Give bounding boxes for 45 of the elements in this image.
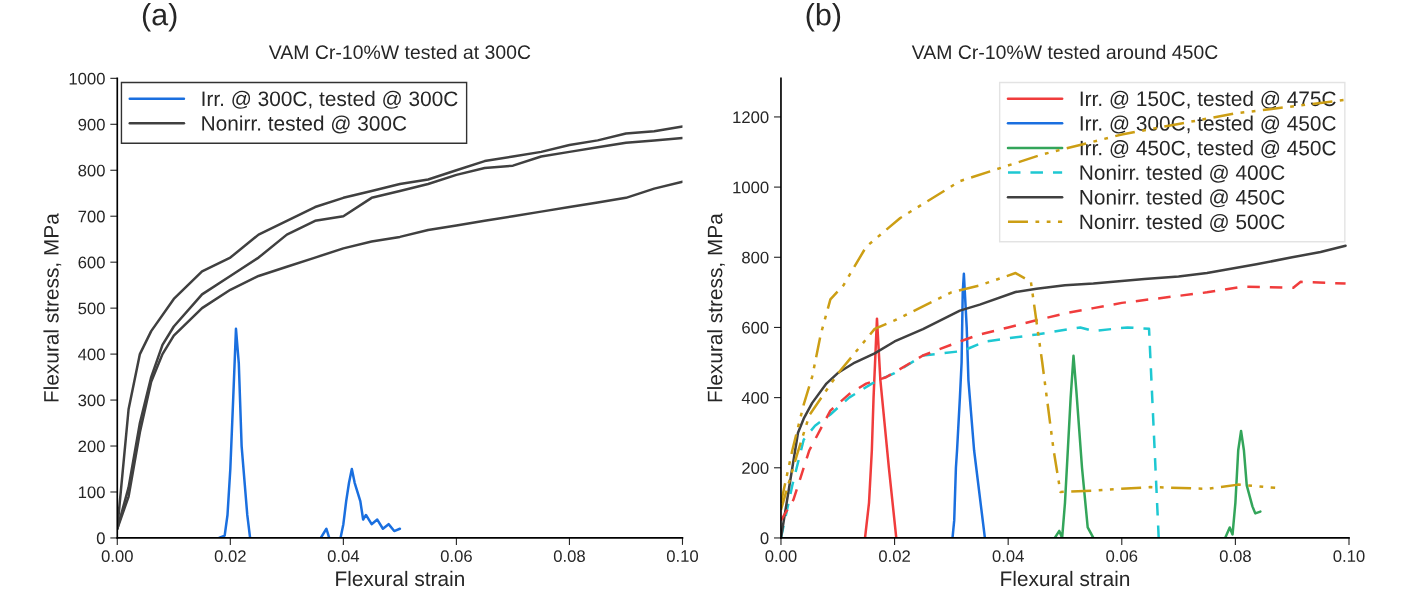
x-tick-label: 0.00 <box>765 550 797 562</box>
y-axis-title: Flexural stress, MPa <box>707 213 725 402</box>
chart-title: VAM Cr-10%W tested at 300C <box>268 44 531 60</box>
y-tick-label: 0 <box>760 532 769 545</box>
chart-title: VAM Cr-10%W tested around 450C <box>911 44 1218 60</box>
legend-label: Nonirr. tested @ 300C <box>202 115 407 134</box>
y-tick-label: 600 <box>742 321 769 334</box>
y-tick-label: 900 <box>78 118 105 131</box>
x-tick-label: 0.02 <box>879 550 910 562</box>
x-axis-title: Flexural strain <box>1001 570 1130 587</box>
x-tick-label: 0.10 <box>1333 550 1365 562</box>
y-tick-label: 200 <box>742 462 769 474</box>
y-tick-label: 600 <box>78 256 105 269</box>
x-tick-label: 0.02 <box>214 550 246 562</box>
y-tick-label: 0 <box>96 532 105 545</box>
legend-label: Nonirr. tested @ 450C <box>1080 189 1285 208</box>
y-tick-label: 800 <box>78 164 105 177</box>
y-tick-label: 100 <box>78 486 105 499</box>
x-tick-label: 0.04 <box>992 550 1024 562</box>
legend-label: Nonirr. tested @ 400C <box>1080 164 1285 183</box>
y-tick-label: 800 <box>742 251 769 264</box>
text: (b) <box>806 3 841 32</box>
y-axis-title: Flexural stress, MPa <box>43 213 62 402</box>
legend-label: Irr. @ 300C, tested @ 450C <box>1080 115 1336 134</box>
y-tick-label: 1200 <box>733 111 769 124</box>
x-tick-label: 0.08 <box>553 550 585 562</box>
legend-label: Irr. @ 450C, tested @ 450C <box>1080 140 1336 159</box>
x-tick-label: 0.06 <box>440 550 472 562</box>
x-axis-title: Flexural strain <box>336 570 464 587</box>
x-tick-label: 0.10 <box>666 550 699 562</box>
legend-label: Nonirr. tested @ 500C <box>1080 213 1285 232</box>
y-tick-label: 1000 <box>69 72 105 85</box>
y-tick-label: 400 <box>78 348 105 361</box>
y-tick-label: 1000 <box>733 181 769 194</box>
x-tick-label: 0.00 <box>101 550 133 562</box>
x-tick-label: 0.08 <box>1219 550 1251 562</box>
x-tick-label: 0.06 <box>1106 550 1138 562</box>
text: (a) <box>142 3 177 32</box>
x-tick-label: 0.04 <box>327 550 360 562</box>
y-tick-label: 400 <box>741 392 769 404</box>
y-tick-label: 700 <box>78 210 105 223</box>
y-tick-label: 300 <box>78 394 105 407</box>
y-tick-label: 200 <box>78 440 105 453</box>
y-tick-label: 500 <box>78 302 105 315</box>
legend-label: Irr. @ 300C, tested @ 300C <box>202 90 458 109</box>
